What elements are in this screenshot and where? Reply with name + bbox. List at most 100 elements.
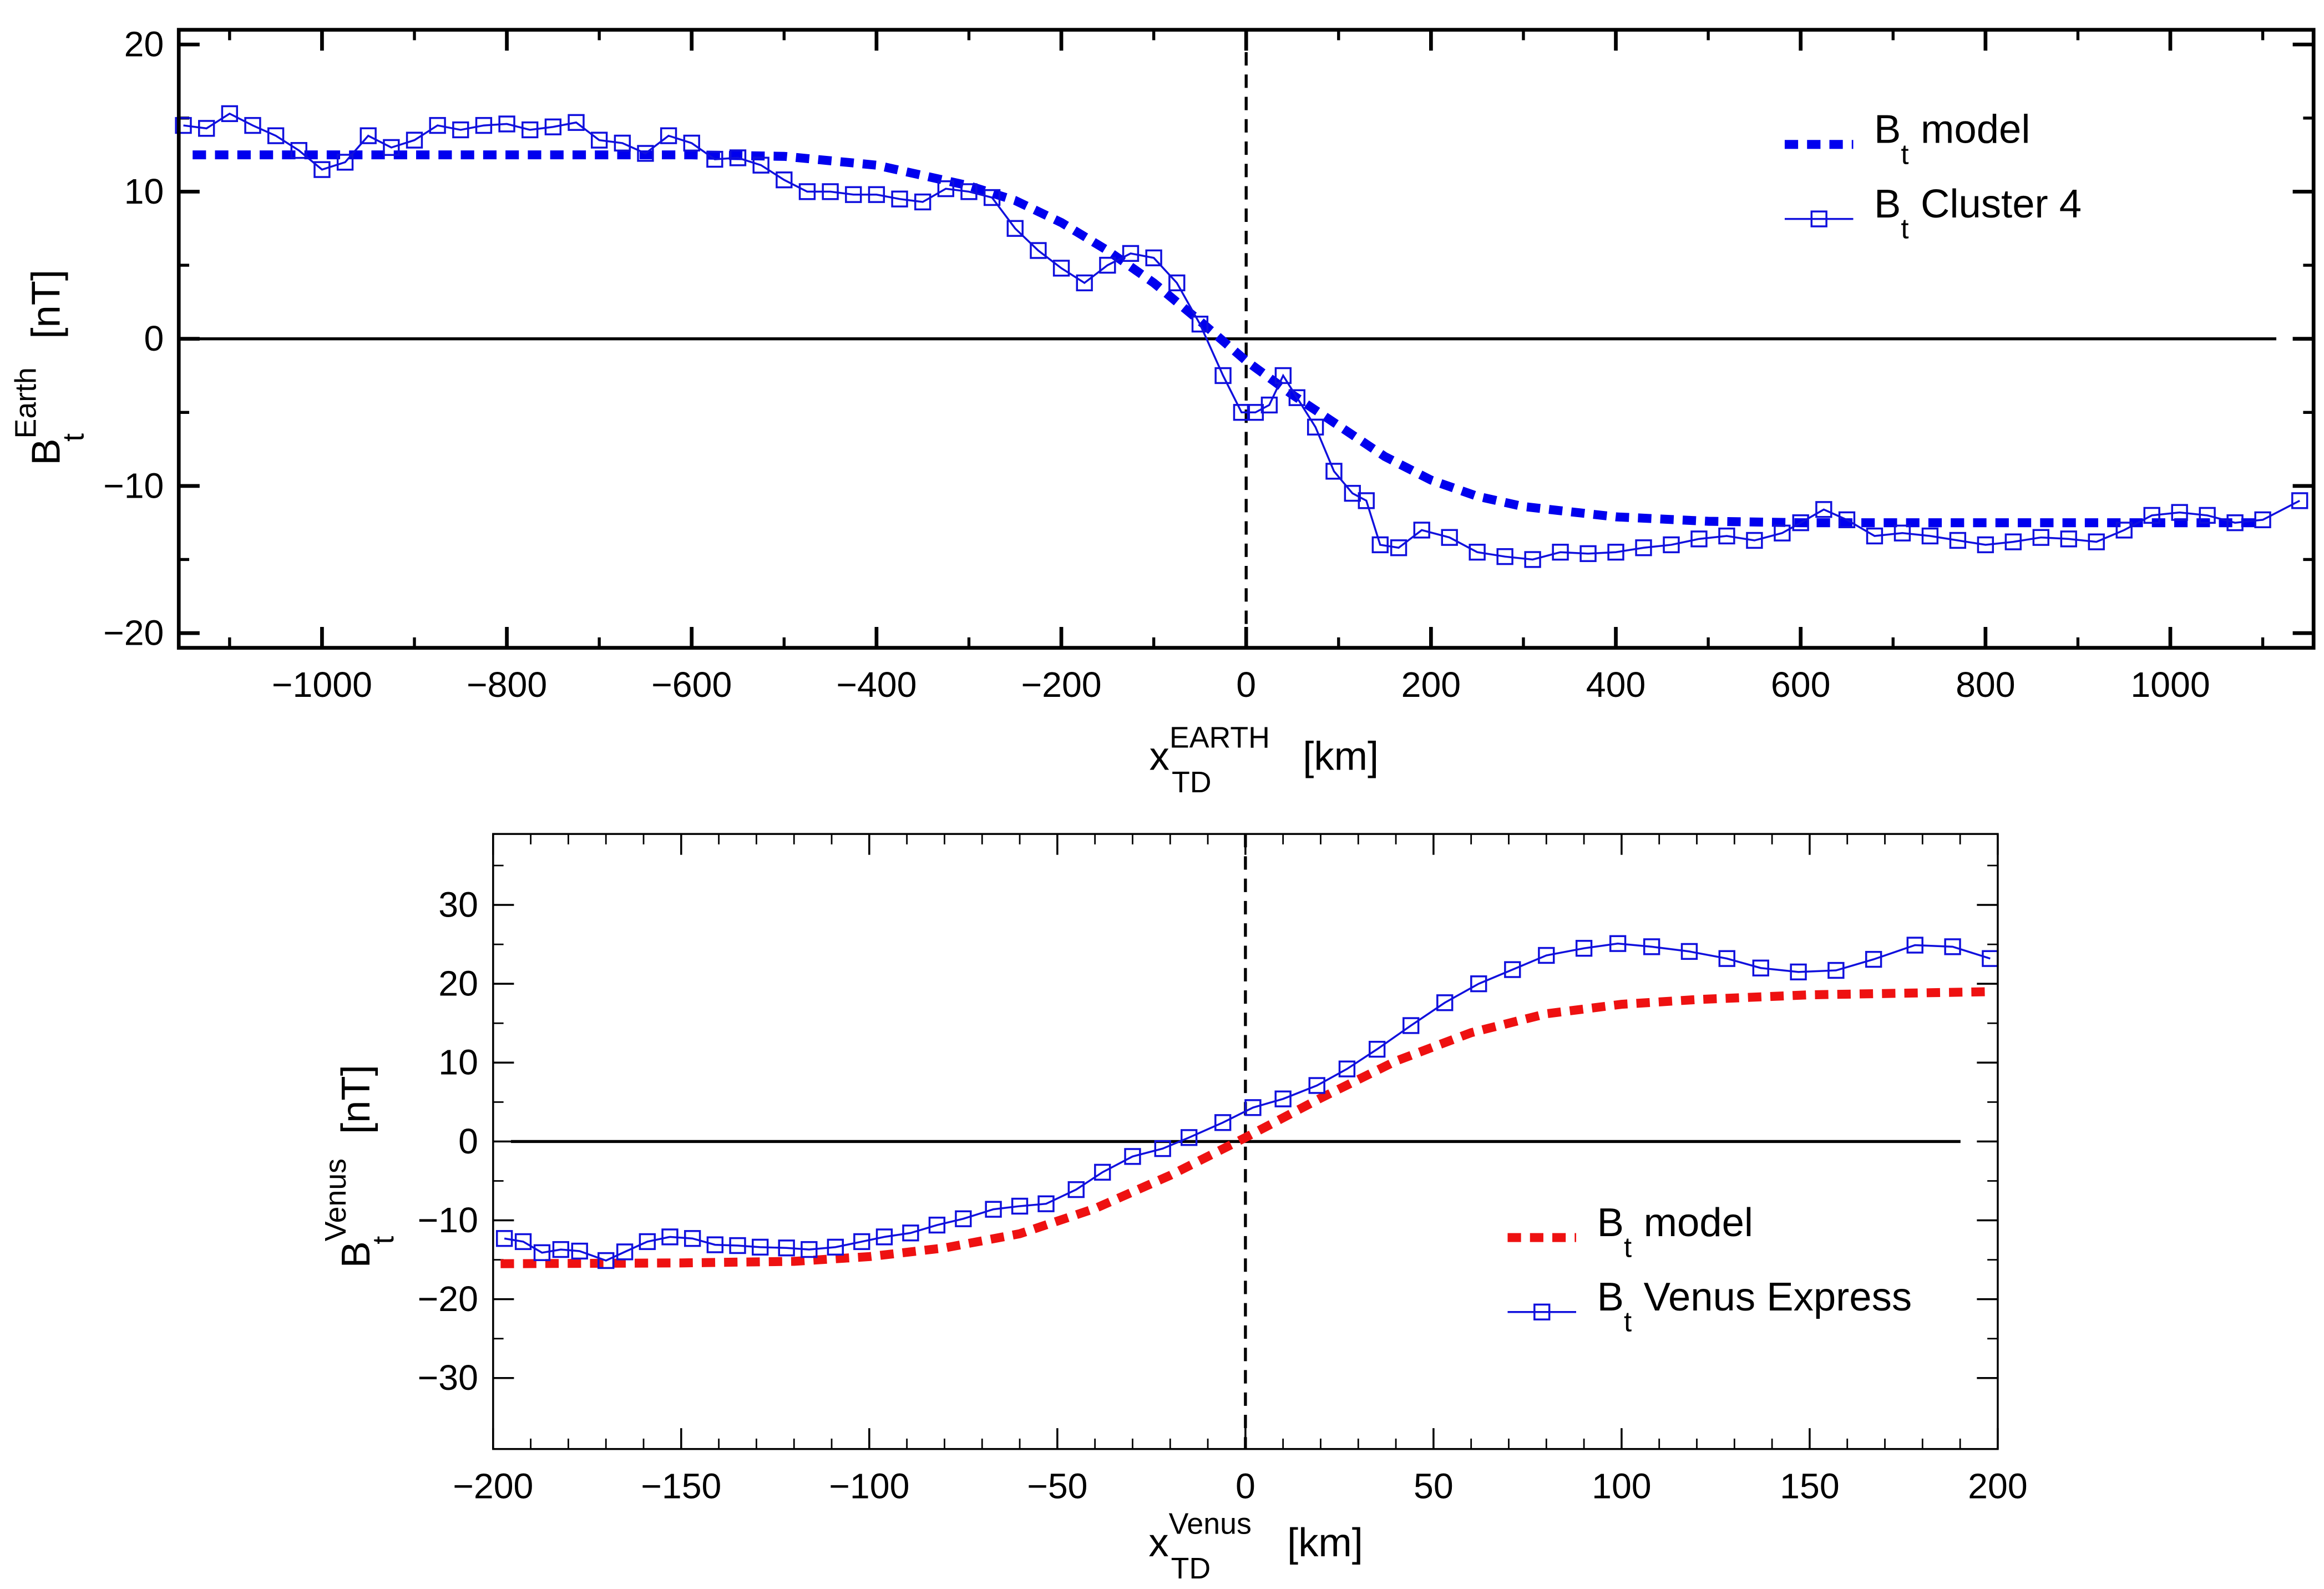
legend-label: Bt Venus Express — [1597, 1274, 1912, 1338]
data-point-marker — [533, 1244, 551, 1261]
data-point-marker — [1011, 1197, 1029, 1215]
data-point-marker — [2115, 522, 2133, 539]
data-point-marker — [983, 189, 1001, 206]
x-label-base: x — [1150, 734, 1169, 779]
data-point-marker — [1094, 1163, 1111, 1181]
y-axis-label: BVenus t [nT] — [319, 1065, 400, 1268]
data-point-marker — [1790, 963, 1807, 981]
data-point-marker — [1774, 524, 1791, 542]
y-label-sup: Earth — [9, 367, 42, 438]
data-point-marker — [2032, 529, 2049, 546]
data-point-marker — [2199, 507, 2216, 524]
data-point-marker — [2004, 533, 2022, 550]
data-point-marker — [1260, 396, 1278, 414]
data-point-marker — [267, 127, 285, 144]
data-point-marker — [928, 1216, 946, 1234]
legend-label-text: Venus Express — [1644, 1274, 1912, 1319]
x-tick-label: 50 — [1414, 1466, 1454, 1506]
data-point-marker — [1358, 492, 1375, 509]
data-point-marker — [360, 127, 377, 144]
data-point-marker — [1307, 418, 1324, 436]
y-axis-label-group: BEarth t [nT] — [9, 270, 90, 465]
data-point-marker — [960, 183, 978, 200]
x-tick-label: 200 — [1401, 665, 1461, 705]
x-label-unit: [km] — [1303, 734, 1379, 779]
data-point-marker — [729, 149, 747, 166]
legend-label-sub: t — [1901, 212, 1908, 244]
data-point-marker — [1469, 544, 1486, 561]
x-tick-label: −100 — [829, 1466, 909, 1506]
data-point-marker — [1792, 514, 1809, 532]
data-point-marker — [1524, 551, 1541, 568]
x-label-sup: EARTH — [1169, 721, 1270, 754]
data-point-marker — [2060, 530, 2077, 548]
y-tick-label: −20 — [103, 613, 164, 653]
y-axis-label-group: BVenus t [nT] — [319, 1065, 400, 1268]
data-point-marker — [1921, 527, 1939, 545]
data-point-marker — [1076, 274, 1093, 292]
x-tick-label: 400 — [1586, 665, 1646, 705]
y-label-sub: t — [367, 1236, 400, 1244]
series-0-model-curve — [193, 150, 2263, 528]
y-label-sub: t — [57, 433, 90, 442]
x-tick-label: −50 — [1027, 1466, 1087, 1506]
data-point-marker — [2088, 533, 2105, 550]
data-point-marker — [2254, 511, 2271, 529]
data-point-marker — [221, 105, 239, 123]
data-point-marker — [1124, 1148, 1141, 1165]
data-point-marker — [845, 186, 862, 203]
data-point-marker — [1718, 950, 1735, 967]
data-point-marker — [1122, 245, 1140, 262]
data-point-marker — [2291, 492, 2308, 509]
chart-0: −1000 −800 −600 −400 −200 0 200 400 600 800 100020… — [9, 24, 2316, 799]
data-point-marker — [568, 114, 585, 131]
chart-1: −200 −150 −100 −50 0 50 100 150 2003020100−10−20… — [319, 833, 2028, 1585]
legend-label-text: Cluster 4 — [1921, 181, 2082, 226]
data-point-marker — [1496, 548, 1513, 565]
legend-label: Btmodel — [1597, 1200, 1753, 1263]
legend-data-swatch-marker — [1810, 210, 1827, 227]
data-point-marker — [1308, 1077, 1325, 1094]
data-point-marker — [1607, 544, 1624, 561]
data-point-marker — [639, 1233, 656, 1251]
data-point-marker — [495, 1230, 513, 1247]
data-point-marker — [1168, 274, 1186, 292]
legend-label-text: model — [1921, 107, 2030, 152]
data-point-marker — [175, 117, 192, 134]
x-tick-label: 800 — [1956, 665, 2016, 705]
legend-label: Btmodel — [1874, 107, 2030, 170]
data-point-marker — [1030, 242, 1047, 259]
data-point-marker — [875, 1228, 893, 1246]
data-point-marker — [1838, 511, 1856, 529]
data-point-marker — [1977, 536, 1994, 554]
data-point-marker — [1663, 536, 1680, 554]
data-point-marker — [798, 183, 816, 200]
data-point-marker — [1609, 935, 1627, 952]
data-point-marker — [801, 1241, 818, 1258]
data-point-marker — [313, 161, 331, 178]
data-point-marker — [598, 1252, 615, 1269]
x-tick-label: 200 — [1968, 1466, 2028, 1506]
data-point-marker — [827, 1238, 844, 1256]
data-point-marker — [684, 1230, 701, 1247]
y-tick-label: 20 — [124, 24, 164, 64]
y-label-unit: [nT] — [23, 270, 68, 339]
data-point-marker — [429, 117, 446, 134]
x-tick-label: 0 — [1236, 1466, 1255, 1506]
y-axis-label: BEarth t [nT] — [9, 270, 90, 465]
data-point-marker — [729, 1237, 746, 1254]
data-point-marker — [902, 1224, 919, 1242]
data-point-marker — [2143, 507, 2160, 524]
y-tick-label: 10 — [124, 171, 164, 211]
data-point-marker — [1470, 975, 1487, 993]
x-tick-label: −800 — [467, 665, 547, 705]
x-tick-label: −1000 — [272, 665, 372, 705]
data-point-marker — [1893, 524, 1911, 542]
data-point-marker — [868, 186, 885, 203]
x-tick-label: 0 — [1236, 665, 1256, 705]
data-point-marker — [1579, 545, 1597, 563]
y-tick-label: 0 — [458, 1121, 478, 1161]
data-point-marker — [1037, 1195, 1055, 1212]
data-point-marker — [1191, 315, 1209, 333]
